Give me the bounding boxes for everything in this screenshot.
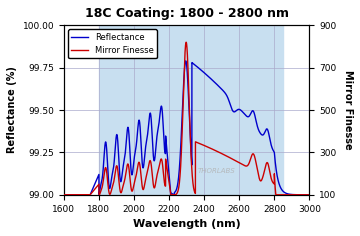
Legend: Reflectance, Mirror Finesse: Reflectance, Mirror Finesse	[68, 30, 157, 58]
Mirror Finesse	[106, 187, 111, 190]
Mirror Finesse	[221, 153, 226, 156]
Reflectance	[209, 78, 213, 80]
Mirror Finesse	[184, 41, 188, 44]
Bar	[99, 25, 283, 195]
Reflectance	[264, 129, 268, 131]
Reflectance	[62, 193, 66, 196]
Reflectance	[307, 193, 311, 196]
Y-axis label: Reflectance (%): Reflectance (%)	[7, 67, 17, 153]
Mirror Finesse	[156, 171, 160, 174]
Mirror Finesse	[62, 193, 66, 196]
Mirror Finesse	[209, 147, 213, 150]
Text: THORLABS: THORLABS	[197, 168, 235, 174]
Reflectance	[156, 130, 160, 133]
Line: Reflectance: Reflectance	[64, 61, 309, 195]
Mirror Finesse	[264, 164, 268, 167]
Reflectance	[184, 59, 188, 62]
Mirror Finesse	[245, 164, 249, 167]
Mirror Finesse	[307, 193, 311, 196]
Reflectance	[245, 115, 249, 118]
Reflectance	[106, 179, 111, 181]
Y-axis label: Mirror Finesse: Mirror Finesse	[343, 70, 353, 150]
Title: 18C Coating: 1800 - 2800 nm: 18C Coating: 1800 - 2800 nm	[85, 7, 289, 20]
X-axis label: Wavelength (nm): Wavelength (nm)	[133, 219, 240, 229]
Reflectance	[221, 90, 226, 93]
Line: Mirror Finesse: Mirror Finesse	[64, 42, 309, 195]
